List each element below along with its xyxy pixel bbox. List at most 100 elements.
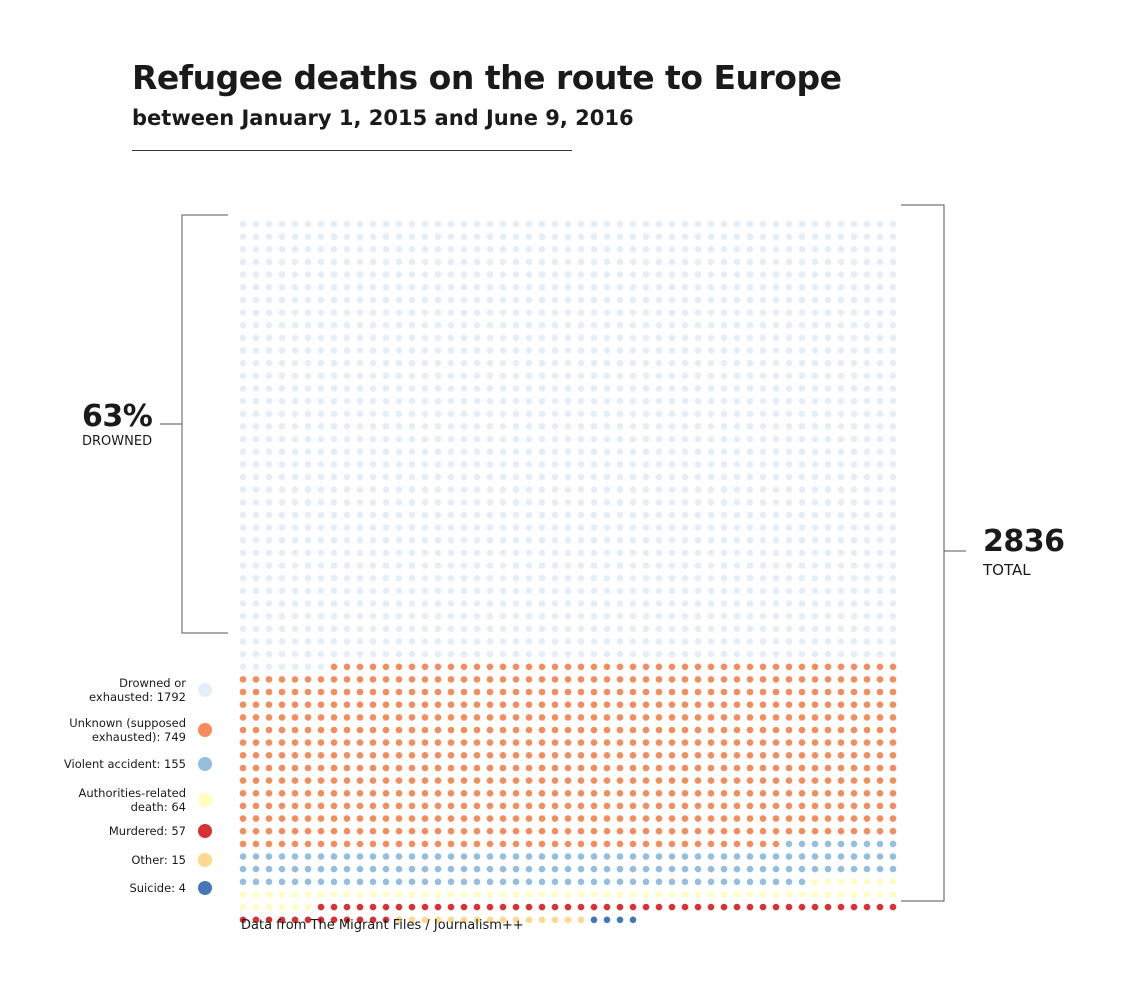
waffle-dot-cat0 <box>733 486 741 494</box>
waffle-dot-cat1 <box>863 739 871 746</box>
waffle-dot-cat0 <box>889 321 897 329</box>
waffle-dot-cat0 <box>343 385 351 392</box>
waffle-dot-cat0 <box>330 600 338 607</box>
waffle-dot-cat0 <box>551 537 559 544</box>
waffle-dot-cat0 <box>369 511 377 519</box>
waffle-dot-cat0 <box>863 537 871 544</box>
waffle-dot-cat0 <box>655 650 663 658</box>
waffle-dot-cat0 <box>577 612 585 620</box>
waffle-dot-cat0 <box>304 347 312 354</box>
waffle-dot-cat1 <box>252 840 260 848</box>
waffle-dot-cat0 <box>564 600 572 607</box>
waffle-dot-cat1 <box>486 726 494 734</box>
waffle-dot-cat0 <box>252 461 260 468</box>
waffle-dot-cat0 <box>629 600 637 607</box>
waffle-dot-cat1 <box>837 802 845 810</box>
waffle-dot-cat0 <box>876 347 884 354</box>
waffle-dot-cat0 <box>395 574 403 582</box>
waffle-dot-cat0 <box>382 321 390 329</box>
waffle-dot-cat0 <box>330 397 338 405</box>
waffle-dot-cat0 <box>265 511 273 519</box>
waffle-dot-cat0 <box>772 233 780 240</box>
waffle-dot-cat1 <box>486 840 494 848</box>
waffle-dot-cat3 <box>499 891 507 898</box>
waffle-dot-cat0 <box>785 233 793 240</box>
waffle-dot-cat1 <box>512 726 520 734</box>
waffle-dot-cat0 <box>330 574 338 582</box>
waffle-dot-cat0 <box>876 461 884 468</box>
waffle-dot-cat1 <box>499 802 507 810</box>
waffle-dot-cat0 <box>863 321 871 329</box>
waffle-dot-cat2 <box>824 840 832 848</box>
waffle-dot-cat1 <box>746 726 754 734</box>
waffle-dot-cat0 <box>317 233 325 240</box>
waffle-dot-cat0 <box>343 220 351 228</box>
waffle-dot-cat0 <box>590 638 598 645</box>
waffle-dot-cat0 <box>629 587 637 595</box>
waffle-dot-cat0 <box>525 296 533 304</box>
waffle-dot-cat0 <box>408 486 416 494</box>
waffle-dot-cat0 <box>304 600 312 607</box>
waffle-dot-cat0 <box>694 321 702 329</box>
waffle-dot-cat0 <box>616 372 624 380</box>
waffle-dot-cat0 <box>265 650 273 658</box>
waffle-dot-cat0 <box>382 625 390 633</box>
waffle-dot-cat1 <box>369 790 377 797</box>
waffle-dot-cat1 <box>811 739 819 746</box>
waffle-dot-cat0 <box>837 284 845 291</box>
waffle-dot-cat2 <box>798 878 806 886</box>
waffle-dot-cat1 <box>837 676 845 683</box>
waffle-dot-cat1 <box>733 815 741 822</box>
waffle-dot-cat0 <box>590 524 598 531</box>
waffle-dot-cat0 <box>265 423 273 430</box>
waffle-dot-cat4 <box>642 903 650 911</box>
waffle-dot-cat0 <box>239 271 247 278</box>
waffle-dot-cat0 <box>876 625 884 633</box>
waffle-dot-cat1 <box>525 714 533 721</box>
waffle-dot-cat1 <box>720 777 728 784</box>
waffle-dot-cat1 <box>577 701 585 708</box>
waffle-dot-cat0 <box>525 473 533 481</box>
waffle-dot-cat0 <box>850 448 858 456</box>
waffle-dot-cat1 <box>720 840 728 848</box>
waffle-dot-cat0 <box>473 499 481 506</box>
waffle-dot-cat0 <box>811 372 819 380</box>
waffle-dot-cat0 <box>863 549 871 557</box>
waffle-dot-cat1 <box>785 739 793 746</box>
waffle-dot-cat0 <box>512 448 520 456</box>
waffle-dot-cat1 <box>694 663 702 671</box>
waffle-dot-cat0 <box>603 511 611 519</box>
waffle-dot-cat1 <box>603 752 611 759</box>
waffle-dot-cat1 <box>278 840 286 848</box>
waffle-dot-cat0 <box>577 587 585 595</box>
waffle-dot-cat0 <box>733 309 741 316</box>
waffle-dot-cat0 <box>408 562 416 569</box>
waffle-dot-cat2 <box>538 878 546 886</box>
waffle-dot-cat1 <box>694 752 702 759</box>
waffle-dot-cat3 <box>239 891 247 898</box>
waffle-dot-cat2 <box>421 865 429 873</box>
waffle-dot-cat1 <box>603 777 611 784</box>
waffle-dot-cat3 <box>707 891 715 898</box>
waffle-dot-cat0 <box>447 587 455 595</box>
waffle-dot-cat3 <box>837 891 845 898</box>
waffle-dot-cat0 <box>564 233 572 240</box>
waffle-dot-cat0 <box>707 271 715 278</box>
waffle-dot-cat0 <box>590 334 598 342</box>
waffle-dot-cat1 <box>577 827 585 835</box>
waffle-dot-cat1 <box>759 701 767 708</box>
waffle-dot-cat0 <box>642 423 650 430</box>
waffle-dot-cat3 <box>291 903 299 911</box>
waffle-dot-cat1 <box>525 752 533 759</box>
waffle-dot-cat1 <box>837 815 845 822</box>
waffle-dot-cat4 <box>798 903 806 911</box>
waffle-dot-cat0 <box>291 625 299 633</box>
waffle-dot-cat0 <box>785 461 793 468</box>
waffle-dot-cat0 <box>512 574 520 582</box>
waffle-dot-cat0 <box>512 473 520 481</box>
waffle-dot-cat2 <box>343 878 351 886</box>
waffle-dot-cat1 <box>304 840 312 848</box>
waffle-dot-cat0 <box>837 549 845 557</box>
waffle-dot-cat0 <box>798 220 806 228</box>
waffle-dot-cat0 <box>265 271 273 278</box>
